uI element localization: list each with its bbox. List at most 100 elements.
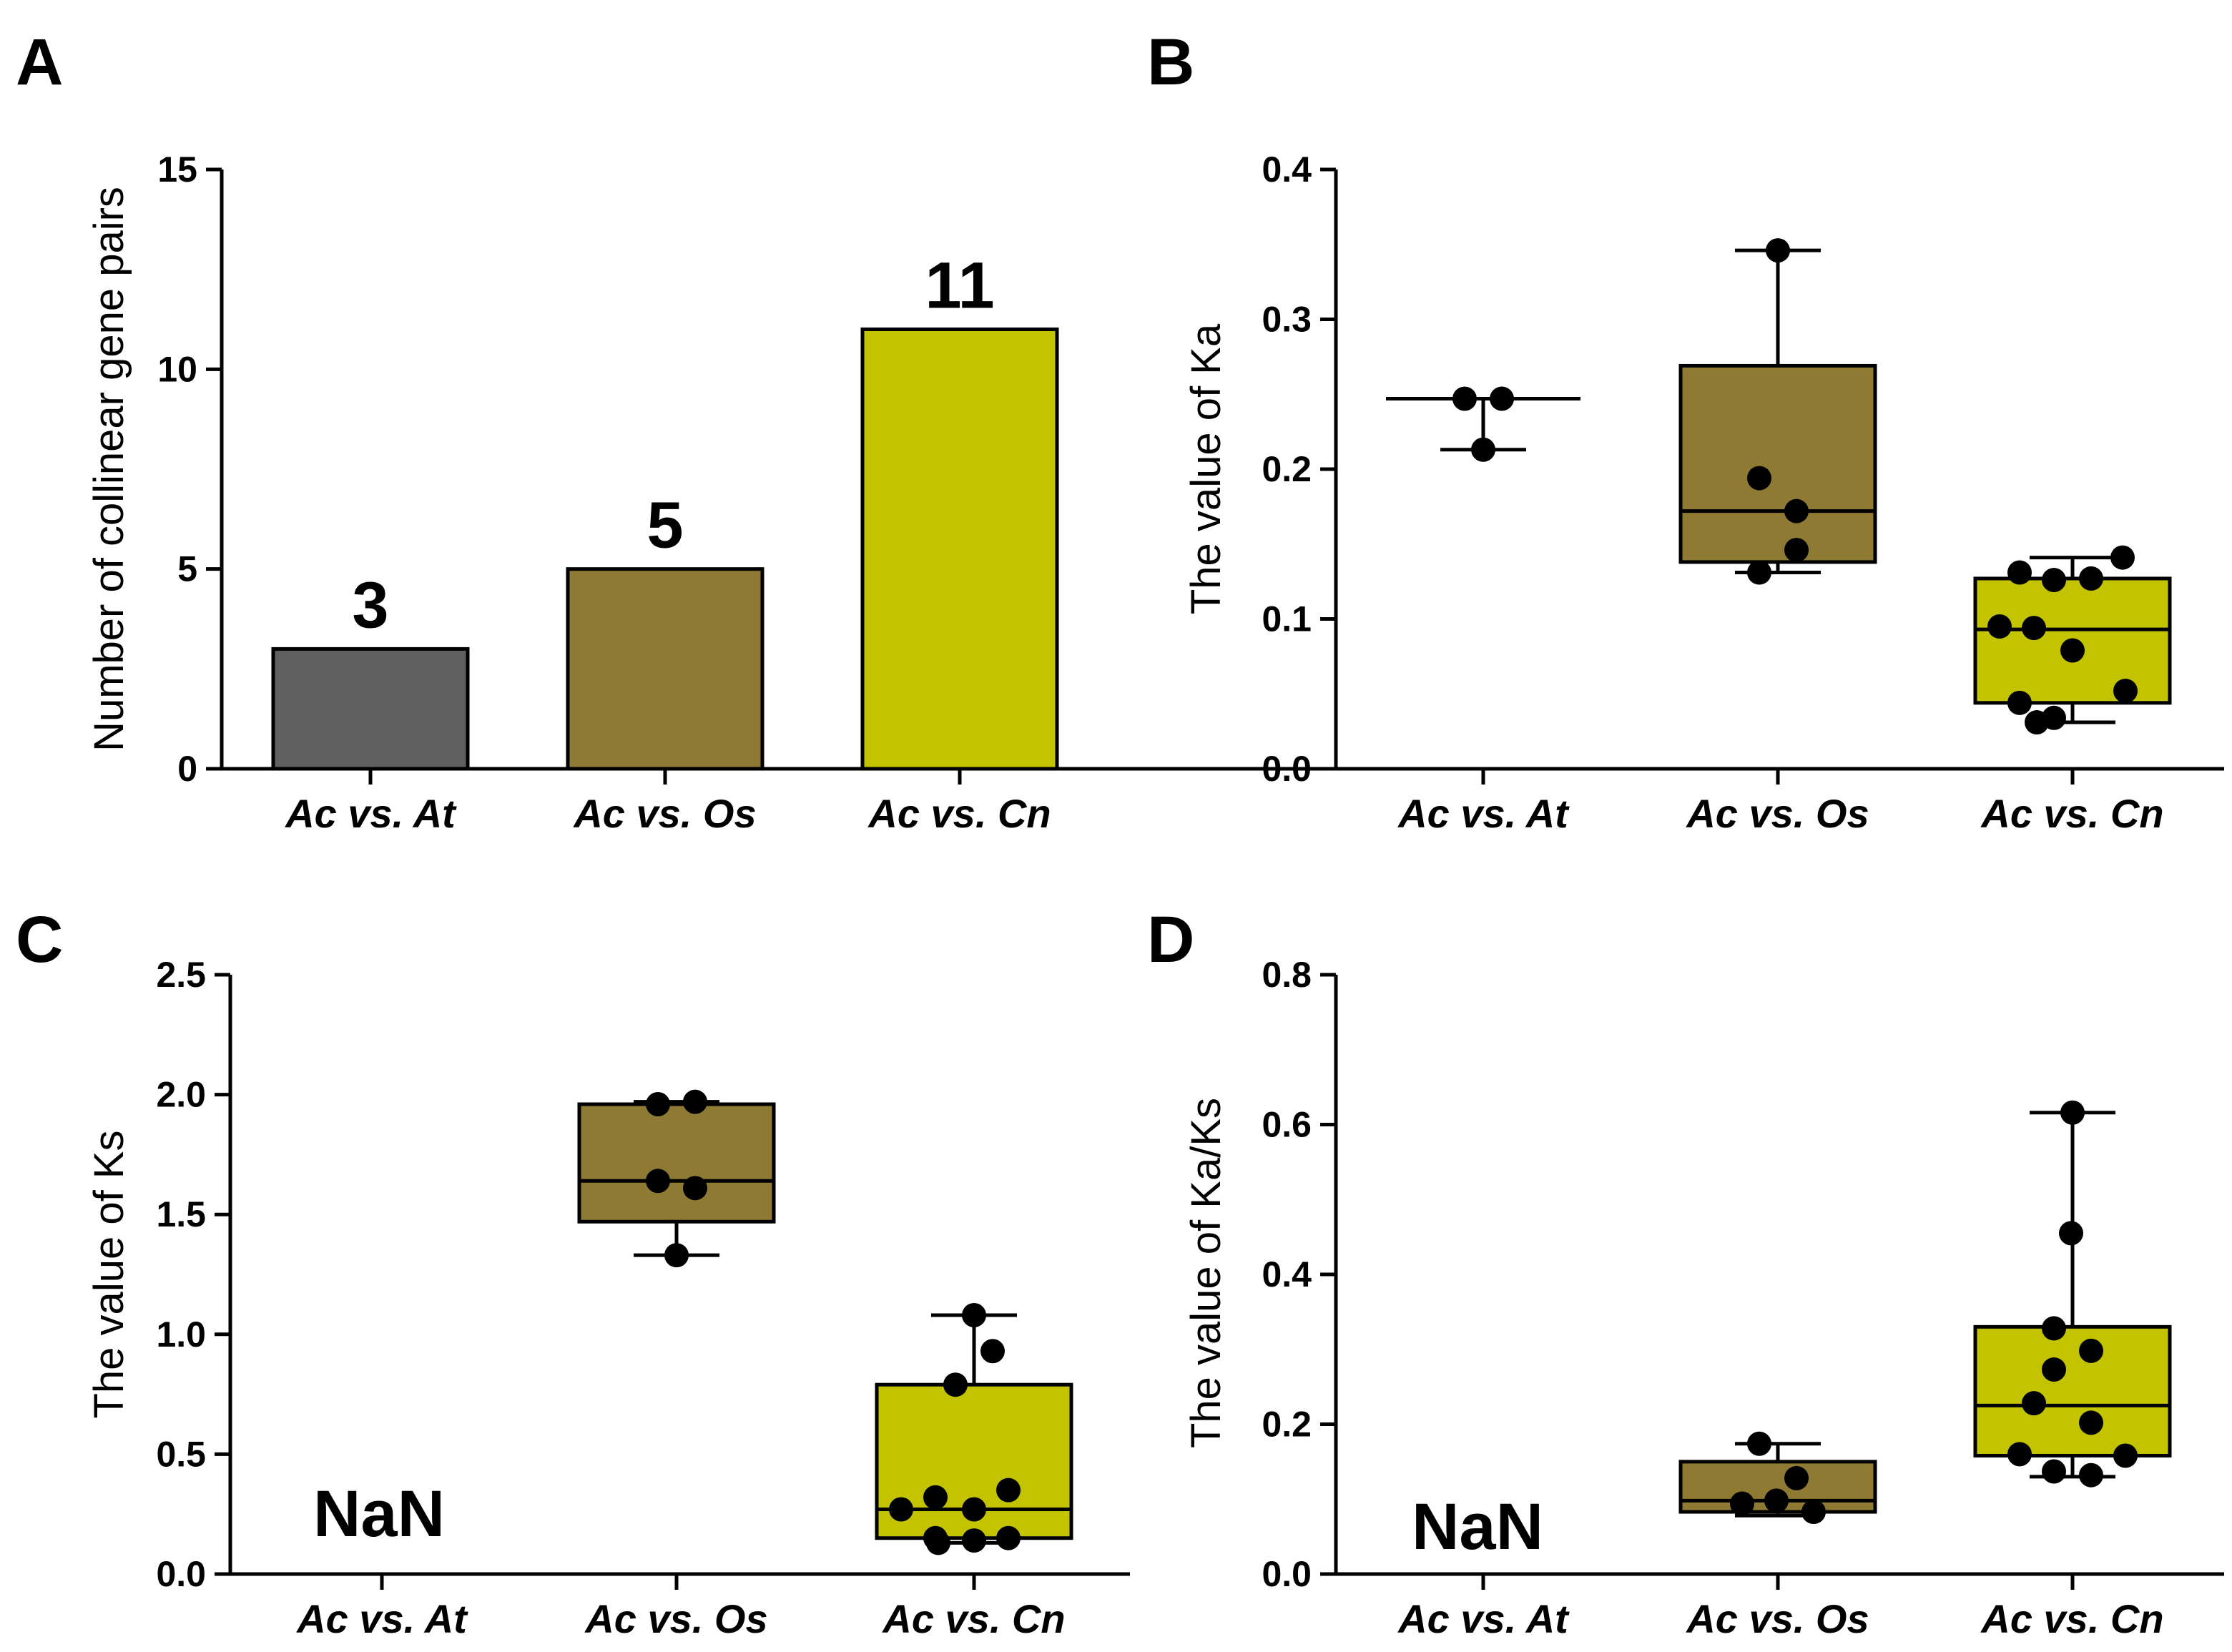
- y-tick-label: 0.5: [156, 1434, 206, 1474]
- data-point: [2025, 710, 2049, 735]
- panel-a-letter: A: [16, 26, 63, 99]
- data-point: [2079, 1338, 2103, 1363]
- panel-a-plot: 0 5 10 15 Ac vs. At Ac vs. Os Ac vs. Cn 3 5 11: [157, 149, 1344, 836]
- x-category-label: Ac vs. Cn: [881, 1596, 1065, 1641]
- y-tick-label: 0.2: [1262, 1405, 1312, 1445]
- y-tick-label: 0.0: [1262, 1554, 1312, 1594]
- data-point: [2042, 1357, 2066, 1382]
- y-tick-label: 0: [177, 749, 197, 789]
- y-tick-label: 0.1: [1262, 599, 1312, 639]
- box-iqr: [577, 1102, 776, 1224]
- y-tick-label: 2.0: [156, 1075, 206, 1115]
- x-category-label: Ac vs. Cn: [867, 791, 1051, 836]
- data-point: [2059, 1221, 2083, 1246]
- data-point: [646, 1092, 670, 1117]
- panel-d-plot: 0.0 0.2 0.4 0.6 0.8 Ac vs. At Ac vs. Os Ac vs. …: [1262, 955, 2224, 1641]
- panel-b-letter: B: [1147, 26, 1194, 99]
- panel-d-letter: D: [1147, 903, 1194, 976]
- y-tick-label: 2.5: [156, 955, 206, 995]
- data-point: [2042, 568, 2066, 593]
- data-point: [2079, 1462, 2103, 1488]
- data-point: [1801, 1500, 1826, 1525]
- x-category-label: Ac vs. Os: [1685, 791, 1869, 836]
- panel-d-nan-label: NaN: [1412, 1490, 1543, 1563]
- x-category-label: Ac vs. At: [284, 791, 457, 836]
- y-tick-label: 10: [157, 349, 197, 389]
- panel-d: D The value of Ka/Ks NaN 0.0 0.2 0.4 0.6 0.8…: [1147, 903, 2224, 1641]
- data-point: [980, 1339, 1005, 1364]
- data-point: [683, 1089, 707, 1114]
- y-tick-label: 0.4: [1262, 1254, 1312, 1294]
- y-tick-label: 0.8: [1262, 955, 1312, 995]
- data-point: [664, 1243, 689, 1268]
- panel-b-plot: 0.0 0.1 0.2 0.3 0.4 Ac vs. At Ac vs. Os Ac vs. …: [1262, 149, 2224, 836]
- x-category-label: Ac vs. Os: [572, 791, 756, 836]
- panel-b-y-axis-title: The value of Ka: [1183, 323, 1229, 614]
- data-point: [2042, 1459, 2066, 1484]
- y-tick-label: 0.2: [1262, 449, 1312, 489]
- data-point: [2113, 679, 2138, 704]
- bar-value-label: 5: [647, 489, 683, 562]
- bar: [566, 567, 765, 771]
- data-point: [1490, 386, 1514, 411]
- x-category-label: Ac vs. At: [1397, 1596, 1570, 1641]
- box-iqr: [1678, 1460, 1877, 1514]
- data-point: [1730, 1491, 1754, 1516]
- data-point: [2110, 545, 2135, 570]
- data-point: [1766, 238, 1790, 263]
- bar: [860, 327, 1059, 771]
- data-point: [1784, 538, 1809, 563]
- y-tick-label: 0.3: [1262, 300, 1312, 340]
- data-point: [2079, 566, 2103, 591]
- y-tick-label: 1.0: [156, 1314, 206, 1354]
- data-point: [2007, 560, 2032, 585]
- x-category-label: Ac vs. Cn: [1980, 1596, 2163, 1641]
- panel-a-y-axis-title: Number of collinear gene pairs: [86, 187, 132, 752]
- data-point: [996, 1478, 1021, 1503]
- data-point: [2060, 1100, 2085, 1125]
- data-point: [2007, 1442, 2032, 1467]
- data-point: [923, 1485, 948, 1510]
- y-tick-label: 1.5: [156, 1194, 206, 1234]
- data-point: [1987, 614, 2012, 639]
- box-iqr: [1678, 363, 1877, 564]
- y-tick-label: 15: [157, 149, 197, 190]
- data-point: [962, 1528, 986, 1553]
- y-tick-label: 0.0: [156, 1554, 206, 1594]
- data-point: [2022, 616, 2046, 641]
- data-point: [926, 1530, 950, 1555]
- data-point: [2113, 1443, 2138, 1468]
- data-point: [1784, 498, 1809, 523]
- data-point: [2007, 690, 2032, 715]
- y-tick-label: 5: [177, 549, 197, 589]
- bar: [271, 646, 470, 771]
- panel-d-y-axis-title: The value of Ka/Ks: [1183, 1098, 1229, 1448]
- data-point: [1764, 1488, 1789, 1513]
- box-iqr: [1973, 1324, 2172, 1457]
- data-point: [2060, 638, 2085, 663]
- data-point: [962, 1302, 986, 1327]
- y-tick-label: 0.0: [1262, 749, 1312, 789]
- data-point: [1747, 560, 1771, 585]
- panel-c-plot: 0.0 0.5 1.0 1.5 2.0 2.5 Ac vs. At Ac vs. Os Ac v…: [156, 955, 1130, 1641]
- data-point: [889, 1497, 913, 1522]
- data-point: [1747, 466, 1771, 491]
- data-point: [943, 1372, 968, 1397]
- x-category-label: Ac vs. Os: [584, 1596, 767, 1641]
- y-tick-label: 0.4: [1262, 149, 1312, 190]
- data-point: [1452, 386, 1477, 411]
- data-point: [1784, 1465, 1809, 1490]
- data-point: [1747, 1431, 1771, 1456]
- x-category-label: Ac vs. Cn: [1980, 791, 2163, 836]
- x-category-label: Ac vs. At: [1397, 791, 1570, 836]
- bar-value-label: 11: [925, 249, 994, 322]
- data-point: [683, 1176, 707, 1201]
- data-point: [962, 1497, 986, 1522]
- data-point: [1471, 437, 1495, 462]
- data-point: [996, 1525, 1021, 1550]
- x-category-label: Ac vs. Os: [1685, 1596, 1869, 1641]
- data-point: [2022, 1391, 2046, 1416]
- bar-value-label: 3: [352, 569, 388, 641]
